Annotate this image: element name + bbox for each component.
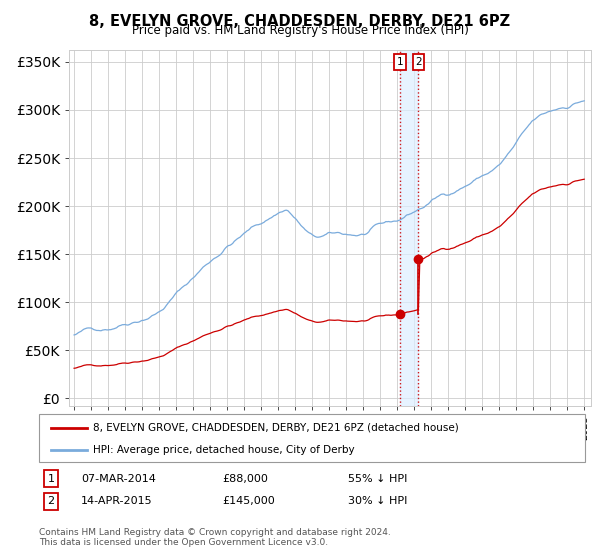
- Text: 1: 1: [47, 474, 55, 484]
- Text: 8, EVELYN GROVE, CHADDESDEN, DERBY, DE21 6PZ: 8, EVELYN GROVE, CHADDESDEN, DERBY, DE21…: [89, 14, 511, 29]
- Text: 1: 1: [397, 57, 403, 67]
- Text: 30% ↓ HPI: 30% ↓ HPI: [348, 496, 407, 506]
- Text: 2: 2: [47, 496, 55, 506]
- Text: 14-APR-2015: 14-APR-2015: [81, 496, 152, 506]
- Text: Contains HM Land Registry data © Crown copyright and database right 2024.
This d: Contains HM Land Registry data © Crown c…: [39, 528, 391, 547]
- Text: 2: 2: [415, 57, 422, 67]
- Text: HPI: Average price, detached house, City of Derby: HPI: Average price, detached house, City…: [93, 445, 355, 455]
- Text: 8, EVELYN GROVE, CHADDESDEN, DERBY, DE21 6PZ (detached house): 8, EVELYN GROVE, CHADDESDEN, DERBY, DE21…: [93, 423, 459, 433]
- Text: £145,000: £145,000: [222, 496, 275, 506]
- Text: Price paid vs. HM Land Registry's House Price Index (HPI): Price paid vs. HM Land Registry's House …: [131, 24, 469, 37]
- Text: 55% ↓ HPI: 55% ↓ HPI: [348, 474, 407, 484]
- Text: £88,000: £88,000: [222, 474, 268, 484]
- Bar: [400, 50, 418, 406]
- Text: 07-MAR-2014: 07-MAR-2014: [81, 474, 156, 484]
